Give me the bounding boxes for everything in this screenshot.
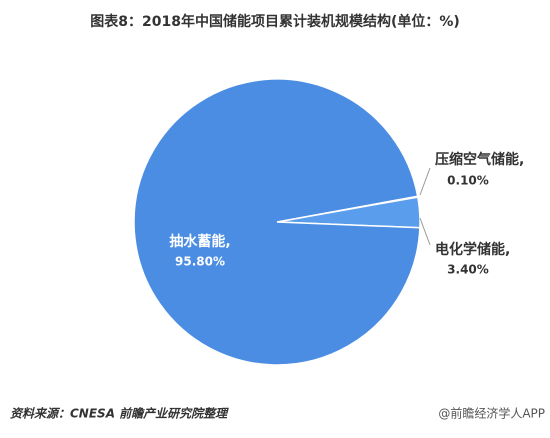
leader-line (419, 167, 431, 196)
pie-slice (133, 78, 421, 366)
slice-label: 压缩空气储能, (435, 151, 524, 168)
value-label: 95.80% (175, 255, 225, 269)
slice-label: 电化学储能, (435, 241, 510, 258)
value-label: 0.10% (447, 174, 489, 188)
slice-label: 抽水蓄能, (169, 233, 230, 250)
chart-title: 图表8：2018年中国储能项目累计装机规模结构(单位：%) (90, 13, 460, 30)
source: 资料来源：CNESA 前瞻产业研究院整理 (10, 407, 229, 421)
value-label: 3.40% (447, 263, 489, 277)
leader-line (419, 217, 431, 246)
watermark: @前瞻经济学人APP (438, 406, 545, 421)
